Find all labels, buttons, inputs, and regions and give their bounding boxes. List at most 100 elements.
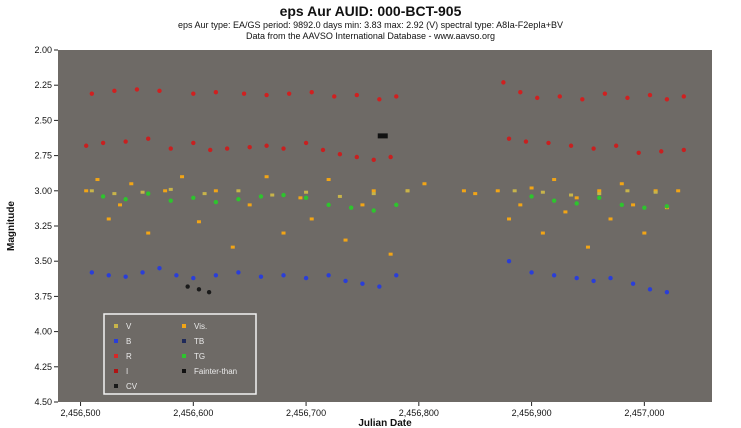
point-vis- — [388, 252, 393, 256]
point-b — [123, 274, 128, 279]
y-tick-label: 2.25 — [34, 80, 52, 90]
y-tick-label: 2.00 — [34, 45, 52, 55]
point-i — [625, 95, 630, 101]
x-tick-label: 2,456,500 — [61, 408, 101, 418]
x-tick-label: 2,456,800 — [399, 408, 439, 418]
y-tick-label: 2.50 — [34, 115, 52, 125]
y-tick-label: 3.25 — [34, 221, 52, 231]
point-v — [540, 190, 545, 194]
point-b — [664, 289, 670, 295]
legend-marker — [114, 354, 118, 358]
point-i — [377, 97, 382, 102]
point-vis- — [309, 217, 314, 221]
point-b — [394, 273, 399, 278]
point-tg — [281, 192, 286, 198]
legend-label: V — [126, 322, 132, 331]
y-tick-label: 4.50 — [34, 397, 52, 407]
point-vis- — [422, 182, 427, 186]
point-vis- — [129, 182, 134, 186]
y-axis-label: Magnitude — [6, 201, 17, 251]
point-tg — [191, 195, 196, 201]
point-tg — [100, 194, 106, 199]
legend-marker — [114, 339, 118, 343]
point-i — [681, 94, 687, 99]
point-v — [405, 189, 410, 193]
point-vis- — [597, 189, 602, 193]
point-r — [613, 143, 619, 148]
point-i — [309, 90, 314, 95]
x-tick-label: 2,456,900 — [512, 408, 552, 418]
point-vis- — [230, 245, 235, 249]
point-r — [146, 136, 151, 141]
point-tg — [551, 198, 557, 203]
chart-titles: eps Aur AUID: 000-BCT-905 eps Aur type: … — [0, 2, 741, 42]
point-r — [591, 146, 596, 151]
legend-label: TB — [194, 337, 204, 346]
point-cv — [185, 284, 190, 289]
point-b — [630, 281, 636, 286]
point-i — [112, 88, 117, 94]
point-tg — [326, 202, 331, 208]
x-tick-label: 2,457,000 — [624, 408, 664, 418]
point-i — [332, 94, 337, 99]
point-b — [106, 273, 111, 278]
point-v — [112, 192, 117, 196]
point-vis- — [461, 189, 466, 193]
point-tg — [574, 201, 579, 206]
point-v — [236, 189, 241, 193]
point-r — [388, 154, 393, 160]
point-vis- — [518, 203, 523, 207]
legend-label: I — [126, 367, 128, 376]
point-r — [83, 143, 89, 148]
point-cv — [196, 287, 202, 292]
y-tick-label: 4.25 — [34, 362, 52, 372]
point-tg — [664, 204, 670, 209]
point-vis- — [84, 189, 89, 193]
point-v — [270, 193, 275, 197]
point-v — [569, 193, 574, 197]
point-i — [286, 91, 292, 96]
point-vis- — [574, 196, 579, 200]
point-r — [546, 140, 551, 146]
point-r — [224, 146, 230, 151]
point-v — [89, 189, 94, 193]
point-tg — [236, 197, 241, 202]
point-i — [89, 91, 95, 96]
point-v — [512, 189, 517, 193]
point-tg — [258, 194, 264, 199]
point-i — [191, 91, 196, 96]
point-i — [557, 94, 562, 99]
point-v — [597, 192, 602, 196]
point-b — [377, 284, 382, 289]
point-i — [664, 97, 670, 102]
point-v — [625, 189, 630, 193]
point-r — [191, 140, 196, 146]
point-i — [241, 91, 247, 96]
point-i — [518, 90, 523, 95]
point-b — [140, 270, 145, 275]
point-vis- — [619, 182, 624, 186]
point-vis- — [213, 189, 218, 193]
legend-label: Vis. — [194, 322, 207, 331]
point-v — [653, 190, 658, 194]
point-r — [659, 149, 664, 154]
legend-label: CV — [126, 382, 138, 391]
point-b — [191, 275, 196, 281]
point-vis- — [642, 231, 647, 235]
point-vis- — [371, 189, 376, 193]
point-b — [258, 274, 264, 279]
point-i — [535, 95, 540, 101]
point-r — [168, 146, 173, 151]
point-v — [168, 187, 173, 191]
point-vis- — [163, 189, 168, 193]
point-tg — [394, 202, 399, 208]
point-b — [343, 278, 348, 284]
point-r — [281, 146, 286, 151]
point-vis- — [563, 210, 568, 214]
point-v — [371, 192, 376, 196]
point-tg — [146, 191, 151, 196]
point-tg — [213, 199, 219, 205]
legend-label: TG — [194, 352, 205, 361]
point-tg — [619, 202, 624, 208]
point-i — [157, 88, 162, 94]
